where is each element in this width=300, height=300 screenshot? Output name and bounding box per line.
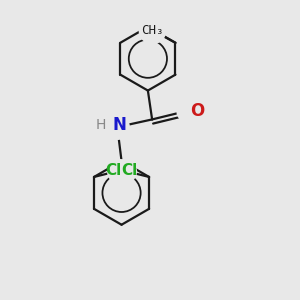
Text: CH₃: CH₃	[141, 23, 164, 37]
Text: N: N	[112, 116, 126, 134]
Text: H: H	[96, 118, 106, 132]
Text: Cl: Cl	[105, 163, 122, 178]
Text: O: O	[190, 102, 205, 120]
Text: Cl: Cl	[122, 163, 138, 178]
